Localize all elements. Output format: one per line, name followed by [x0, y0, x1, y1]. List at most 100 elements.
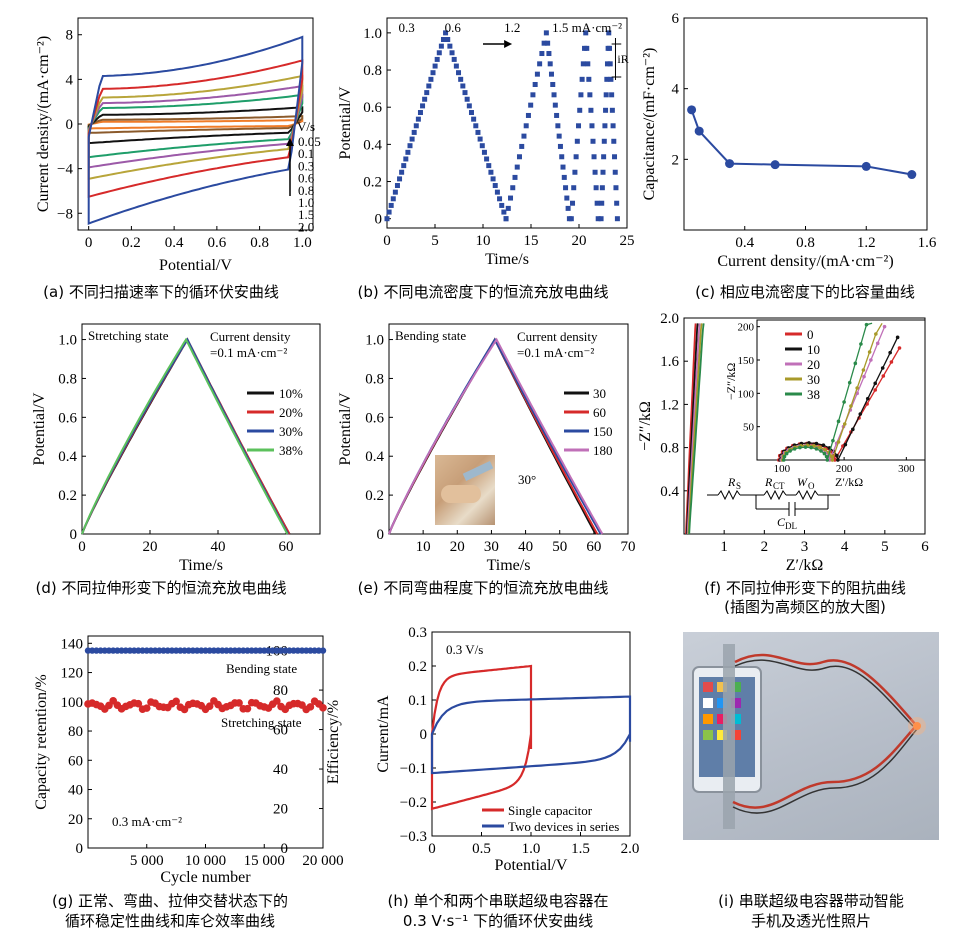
data-point	[462, 90, 468, 96]
data-point	[604, 61, 610, 67]
x-tick-label: 4	[841, 539, 849, 555]
finger-shape	[441, 485, 481, 503]
retention-point	[205, 702, 214, 710]
data-point	[411, 129, 417, 135]
nyquist-curve-0	[685, 323, 697, 535]
data-point	[449, 50, 455, 56]
data-point	[436, 50, 442, 56]
data-point	[601, 138, 607, 144]
data-point	[516, 154, 522, 160]
data-point	[477, 136, 483, 142]
caption-f-line2: (插图为高频区的放大图)	[724, 598, 886, 616]
y-tick-label: 60	[68, 753, 83, 769]
annotation-bending: Bending state	[226, 661, 297, 676]
x-tick-label: 0.5	[472, 841, 491, 857]
circuit-label-sub: O	[808, 481, 815, 491]
data-point	[405, 149, 411, 155]
x-tick-label: 5	[431, 233, 439, 249]
inset-point	[782, 454, 787, 459]
y-tick-label: 4	[672, 82, 680, 98]
inset-point	[830, 458, 835, 462]
capacitance-line	[690, 109, 912, 176]
current-density-label: Current density	[517, 329, 598, 344]
data-point	[471, 116, 477, 122]
data-point	[505, 205, 511, 211]
data-point	[550, 81, 556, 87]
data-point	[514, 164, 520, 170]
plot-frame	[386, 17, 628, 229]
x-tick-label: 20	[450, 539, 465, 555]
x-tick-label: 0.8	[250, 235, 269, 251]
inset-point	[836, 440, 841, 444]
chart-b: 0 5 10 15 20 25 0 0.2 0.4 0.6 0.8 1.0 Time/s Potentia…	[337, 17, 635, 268]
annotation-current: 0.3 mA·cm⁻²	[112, 814, 182, 829]
data-point	[611, 138, 617, 144]
cv-curve-Two devices in series	[430, 695, 632, 775]
legend-label: 20%	[279, 405, 303, 420]
x-tick-label: 1.5	[571, 841, 590, 857]
data-point	[394, 183, 400, 189]
x-tick-label: 15	[524, 233, 539, 249]
inset-point	[803, 445, 808, 449]
inset-point	[831, 438, 835, 443]
inset-legend-label: 38	[807, 387, 820, 402]
data-point	[614, 200, 620, 206]
inset-x-tick-label: 100	[774, 463, 791, 475]
data-point	[559, 154, 565, 160]
x-tick-label: 0	[78, 539, 86, 555]
capacitance-point	[694, 126, 704, 136]
app-icons	[703, 682, 741, 740]
data-point	[384, 216, 390, 222]
retention-point	[243, 704, 252, 713]
inset-x-tick-label: 300	[898, 463, 915, 475]
y-tick-label: −0.3	[400, 829, 427, 845]
y-tick-label: −4	[57, 162, 73, 178]
y-tick-label: −0.1	[400, 761, 427, 777]
data-point	[563, 185, 569, 191]
data-point	[612, 154, 618, 160]
x-axis-label: Z′/kΩ	[786, 557, 824, 574]
inset-point	[889, 360, 894, 364]
plot-frame	[388, 323, 629, 535]
x-tick-label: 40	[211, 539, 226, 555]
inset-point	[814, 441, 819, 446]
y-tick-label: 6	[672, 11, 680, 27]
x-axis-label: Potential/V	[159, 257, 232, 274]
panel-c: 0.4 0.8 1.2 1.6 2 4 6 Current density/(mA·cm⁻²)…	[641, 0, 966, 305]
data-point	[484, 156, 490, 162]
panel-e: 10 20 30 40 50 60 70 0 0.2 0.4 0.6 0.8 1.0 Time/s Pote…	[322, 312, 644, 617]
wire-bottom	[732, 726, 916, 809]
data-point	[424, 90, 430, 96]
inset-point	[832, 458, 837, 462]
legend-label: 0.6	[298, 171, 315, 186]
inset-point	[865, 396, 870, 401]
y-tick-label: 120	[61, 666, 84, 682]
inset-point	[888, 350, 892, 355]
data-point	[534, 71, 540, 77]
nyquist-curve-10	[685, 323, 699, 535]
data-point	[473, 123, 479, 129]
photo-drawing	[692, 644, 926, 829]
x-tick-label: 0.4	[165, 235, 184, 251]
y2-tick-label: 20	[273, 802, 288, 818]
data-point	[530, 92, 536, 98]
legend-title: V/s	[297, 119, 315, 134]
data-point	[447, 43, 453, 49]
x-tick-label: 0.4	[735, 235, 754, 251]
x-tick-label: 1.0	[293, 235, 312, 251]
y-tick-label: 0.3	[408, 625, 427, 641]
inset-point	[784, 451, 789, 456]
panel-d: 0 20 40 60 0 0.2 0.4 0.6 0.8 1.0 Time/s Potential/V…	[0, 312, 322, 617]
retention-point	[235, 699, 243, 707]
data-point	[390, 196, 396, 202]
current-density-value: =0.1 mA·cm⁻²	[210, 345, 287, 360]
y-tick-label: 0.8	[363, 63, 382, 79]
x-tick-label: 1	[720, 539, 728, 555]
data-point	[525, 112, 531, 118]
y-tick-label: 0	[76, 841, 84, 857]
data-point	[475, 129, 481, 135]
annotation-stretching: Stretching state	[221, 715, 302, 730]
inset-point	[825, 458, 830, 462]
data-point	[599, 200, 605, 206]
cv-curve-0.6	[87, 93, 304, 159]
